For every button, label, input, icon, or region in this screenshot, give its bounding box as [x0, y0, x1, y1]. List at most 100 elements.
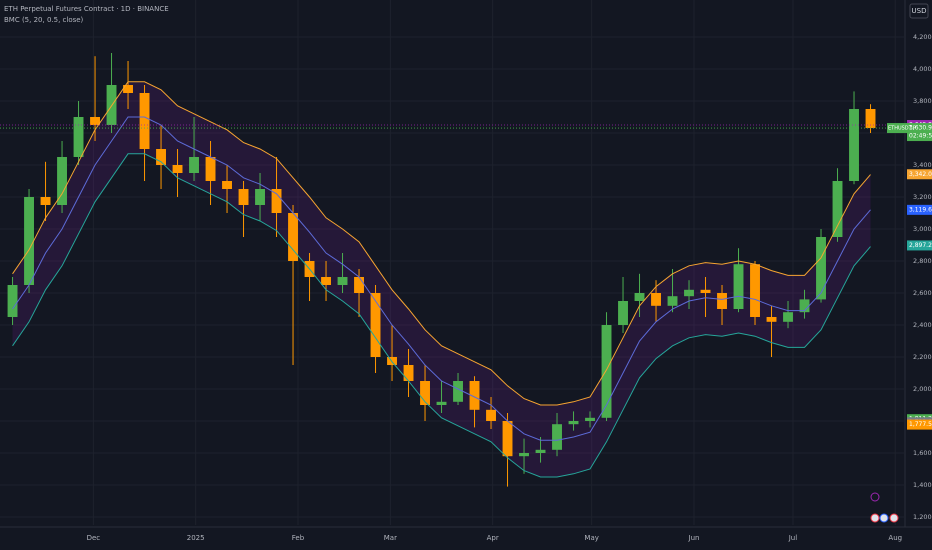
currency-label[interactable]: USD — [912, 7, 927, 15]
candle-body — [618, 301, 628, 325]
candle-body — [40, 197, 51, 205]
candle-body — [172, 165, 183, 173]
candle-body — [288, 213, 298, 261]
candle-body — [651, 293, 661, 306]
candle-body — [700, 289, 711, 293]
candle-body — [370, 293, 381, 357]
chart-title: ETH Perpetual Futures Contract · 1D · BI… — [4, 5, 169, 13]
candle-body — [832, 181, 843, 237]
symbol-label: ETHUSDT.P — [888, 126, 916, 132]
candle-body — [24, 197, 34, 285]
event-icon[interactable] — [870, 492, 880, 502]
price-label: 2,897.27 — [909, 242, 932, 249]
candle-body — [354, 277, 364, 293]
candle-body — [535, 449, 546, 453]
price-label: 3,630.93 — [909, 125, 932, 132]
candle-body — [667, 296, 678, 306]
candle-body — [865, 109, 876, 129]
candle-body — [568, 421, 579, 425]
event-icon[interactable] — [879, 513, 889, 523]
candle-body — [238, 189, 249, 205]
x-tick-label: Mar — [384, 534, 397, 542]
candle-body — [717, 293, 727, 309]
candle-body — [222, 181, 232, 189]
currency-button[interactable] — [909, 3, 929, 19]
plot — [0, 0, 905, 525]
candle-body — [486, 409, 496, 421]
y-tick-label: 4,000.00 — [913, 65, 932, 73]
y-tick-label: 1,200.00 — [913, 513, 932, 521]
candle-body — [403, 365, 414, 381]
y-tick-label: 2,200.00 — [913, 353, 932, 361]
candle-body — [469, 381, 480, 410]
y-tick-label: 2,400.00 — [913, 321, 932, 329]
candle-body — [271, 189, 282, 213]
x-tick-label: Jul — [788, 534, 798, 542]
price-label-box — [907, 240, 932, 251]
y-tick-label: 3,400.00 — [913, 161, 932, 169]
candle-body — [156, 149, 166, 165]
candle-body — [321, 277, 331, 285]
candle-body — [189, 157, 199, 173]
price-label: 3,119.66 — [909, 206, 932, 213]
x-tick-label: 2025 — [187, 534, 205, 542]
x-tick-label: May — [584, 534, 598, 542]
x-tick-label: Aug — [888, 534, 902, 542]
symbol-box — [887, 123, 907, 134]
price-label-box — [907, 204, 932, 215]
event-icon[interactable] — [870, 513, 880, 523]
candle-body — [783, 312, 793, 322]
band-line — [12, 116, 871, 441]
candle-body — [799, 299, 810, 313]
candle-body — [816, 237, 826, 300]
y-tick-label: 2,800.00 — [913, 257, 932, 265]
candle-body — [849, 109, 859, 181]
candle-body — [436, 401, 447, 405]
y-tick-label: 2,600.00 — [913, 289, 932, 297]
candle-body — [453, 381, 463, 402]
price-label-box — [907, 169, 932, 180]
candle-body — [552, 424, 562, 450]
price-label-box — [907, 419, 932, 430]
y-tick-label: 1,400.00 — [913, 481, 932, 489]
x-tick-label: Feb — [292, 534, 305, 542]
band-line — [12, 153, 871, 478]
event-icon[interactable] — [889, 513, 899, 523]
candle-body — [90, 117, 100, 125]
candle-body — [139, 93, 150, 149]
x-tick-label: Jun — [688, 534, 700, 542]
band-line — [12, 81, 871, 406]
candle-body — [684, 289, 694, 297]
candle-body — [733, 264, 744, 309]
y-tick-label: 3,000.00 — [913, 225, 932, 233]
y-tick-label: 2,000.00 — [913, 385, 932, 393]
candle-body — [205, 157, 216, 181]
x-tick-label: Apr — [487, 534, 499, 542]
x-tick-label: Dec — [87, 534, 101, 542]
candle-body — [766, 317, 777, 322]
y-tick-label: 4,200.00 — [913, 33, 932, 41]
candle-body — [519, 453, 529, 457]
candle-body — [634, 293, 645, 301]
candle-body — [57, 157, 67, 205]
price-label: 3,342.05 — [909, 171, 932, 178]
indicator-label: BMC (5, 20, 0.5, close) — [4, 16, 84, 24]
candle-body — [255, 189, 265, 205]
candle-body — [585, 417, 595, 421]
candle-body — [123, 85, 133, 93]
candle-body — [750, 264, 760, 317]
y-tick-label: 1,600.00 — [913, 449, 932, 457]
candle-body — [502, 421, 513, 457]
candle-body — [7, 285, 18, 317]
price-label-box — [907, 123, 932, 142]
countdown: 02:49:52 — [909, 133, 932, 140]
candle-body — [601, 325, 612, 418]
y-tick-label: 3,200.00 — [913, 193, 932, 201]
candle-body — [337, 277, 348, 285]
y-tick-label: 3,800.00 — [913, 97, 932, 105]
price-label: 1,777.50 — [909, 421, 932, 428]
candle-body — [420, 381, 430, 405]
